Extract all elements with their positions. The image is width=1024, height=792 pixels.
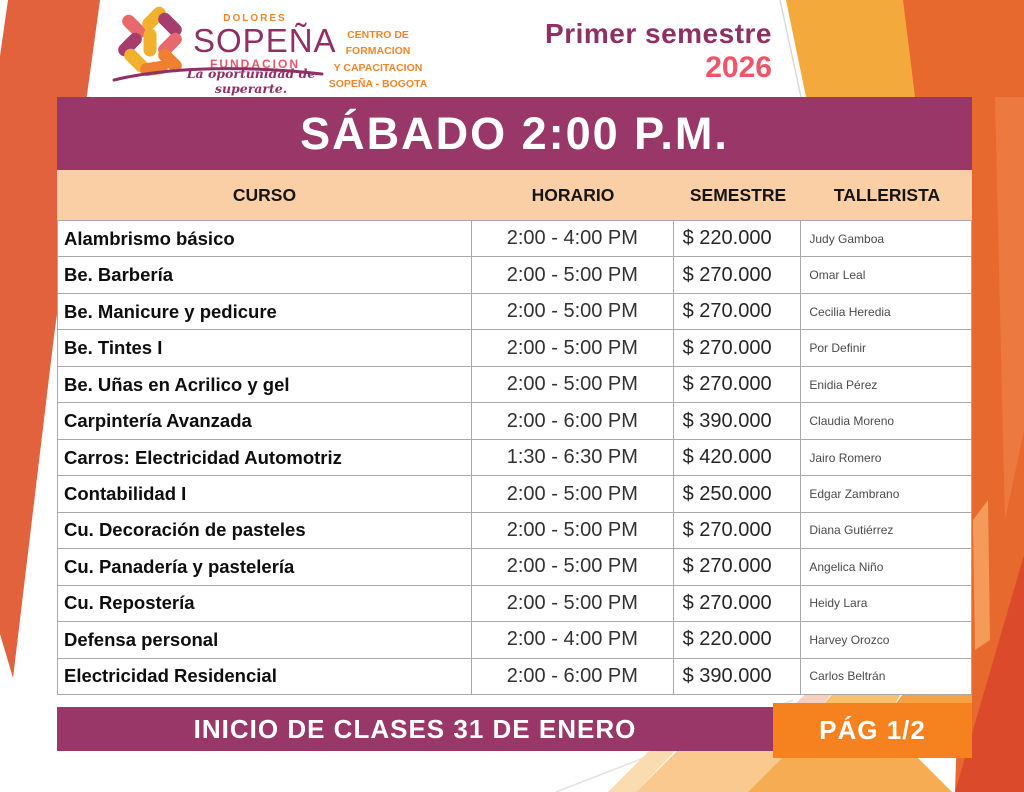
table-cell-curso: Cu. Decoración de pasteles <box>58 512 473 549</box>
center-line-3: SOPEÑA - BOGOTA <box>328 77 428 90</box>
swoosh-underline-icon <box>112 67 324 82</box>
table-row: Defensa personal 2:00 - 4:00 PM $ 220.000 H… <box>58 622 971 659</box>
table-cell-curso: Cu. Repostería <box>58 585 473 622</box>
bottom-right-red-corner <box>955 555 1024 792</box>
table-cell-semestre: $ 270.000 <box>674 585 802 622</box>
table-cell-semestre: $ 270.000 <box>674 512 802 549</box>
table-cell-curso: Contabilidad I <box>58 476 473 512</box>
page-number-badge: PÁG 1/2 <box>773 703 972 758</box>
bottom-peach-shape <box>636 746 794 792</box>
table-row: Be. Uñas en Acrilico y gel 2:00 - 5:00 PM… <box>58 366 971 404</box>
top-diagonal-line <box>779 0 802 98</box>
table-cell-tallerista: Carlos Beltrán <box>809 669 886 684</box>
table-cell-semestre: $ 250.000 <box>674 476 802 512</box>
table-cell-semestre: $ 270.000 <box>674 549 802 585</box>
table-cell-tallerista: Omar Leal <box>809 268 866 283</box>
table-cell-semestre: $ 390.000 <box>674 403 802 439</box>
table-row: Cu. Panadería y pastelería 2:00 - 5:00 PM… <box>58 549 971 586</box>
table-cell-semestre: $ 220.000 <box>674 221 802 257</box>
semester-heading: Primer semestre 2026 <box>480 18 772 85</box>
table-cell-horario: 2:00 - 5:00 PM <box>472 512 674 549</box>
table-cell-tallerista: Diana Gutiérrez <box>809 523 894 538</box>
right-orange-highlight <box>995 97 1024 520</box>
center-line-1: CENTRO DE FORMACION <box>345 29 411 58</box>
table-cell-horario: 2:00 - 6:00 PM <box>472 658 674 695</box>
table-cell-horario: 2:00 - 6:00 PM <box>472 403 674 439</box>
table-row: Carros: Electricidad Automotriz 1:30 - 6:… <box>58 439 971 477</box>
right-orange-column <box>903 0 1024 792</box>
table-row: Contabilidad I 2:00 - 5:00 PM $ 250.000 Edg… <box>58 476 971 513</box>
table-cell-semestre: $ 270.000 <box>674 330 802 366</box>
table-row: Be. Manicure y pedicure 2:00 - 5:00 PM $ 2… <box>58 293 971 331</box>
table-cell-tallerista: Jairo Romero <box>809 450 882 465</box>
table-cell-curso: Alambrismo básico <box>58 221 473 257</box>
column-header-horario: HORARIO <box>531 184 615 205</box>
table-cell-horario: 2:00 - 5:00 PM <box>472 549 674 585</box>
brand-dolores-label: DOLORES <box>223 13 287 24</box>
semester-title: Primer semestre <box>545 18 772 49</box>
table-cell-horario: 2:00 - 4:00 PM <box>472 221 674 257</box>
center-description: CENTRO DE FORMACION Y CAPACITACION SOPEÑ… <box>316 27 440 92</box>
table-cell-horario: 2:00 - 5:00 PM <box>472 293 674 330</box>
table-header-row: CURSO HORARIO SEMESTRE TALLERISTA <box>57 170 972 220</box>
table-cell-curso: Electricidad Residencial <box>58 658 473 695</box>
table-cell-horario: 2:00 - 5:00 PM <box>472 366 674 403</box>
logo-petal <box>143 28 157 57</box>
table-row: Alambrismo básico 2:00 - 4:00 PM $ 220.000… <box>58 221 971 258</box>
table-cell-semestre: $ 270.000 <box>674 257 802 293</box>
table-cell-semestre: $ 220.000 <box>674 622 802 658</box>
column-header-semestre: SEMESTRE <box>689 184 787 205</box>
top-yellow-band <box>786 0 919 97</box>
table-cell-horario: 2:00 - 5:00 PM <box>472 476 674 512</box>
semester-year: 2026 <box>705 51 772 84</box>
schedule-title-bar: SÁBADO 2:00 P.M. <box>57 97 972 170</box>
table-cell-curso: Be. Uñas en Acrilico y gel <box>58 366 473 403</box>
table-cell-horario: 2:00 - 5:00 PM <box>472 585 674 622</box>
table-cell-curso: Be. Manicure y pedicure <box>58 293 473 330</box>
table-row: Cu. Decoración de pasteles 2:00 - 5:00 PM… <box>58 512 971 550</box>
bottom-peach-light-shape <box>608 746 680 792</box>
table-cell-curso: Carpintería Avanzada <box>58 403 473 439</box>
start-date-banner: INICIO DE CLASES 31 DE ENERO <box>57 707 773 751</box>
right-peach-sliver <box>973 500 990 650</box>
center-line-2: Y CAPACITACION <box>333 61 423 74</box>
table-cell-horario: 2:00 - 5:00 PM <box>472 330 674 366</box>
table-cell-tallerista: Angelica Niño <box>809 559 884 574</box>
table-body: Alambrismo básico 2:00 - 4:00 PM $ 220.000… <box>57 220 972 695</box>
table-cell-curso: Be. Barbería <box>58 257 473 293</box>
table-cell-tallerista: Judy Gamboa <box>809 231 885 246</box>
column-header-tallerista: TALLERISTA <box>833 184 941 205</box>
table-cell-horario: 1:30 - 6:30 PM <box>472 439 674 476</box>
table-cell-curso: Carros: Electricidad Automotriz <box>58 439 473 476</box>
table-cell-tallerista: Edgar Zambrano <box>809 487 900 502</box>
table-cell-tallerista: Claudia Moreno <box>809 414 895 429</box>
table-cell-semestre: $ 270.000 <box>674 293 802 330</box>
column-header-curso: CURSO <box>232 184 297 205</box>
table-cell-curso: Defensa personal <box>58 622 473 658</box>
table-cell-horario: 2:00 - 5:00 PM <box>472 257 674 293</box>
table-cell-tallerista: Cecilia Heredia <box>809 304 891 319</box>
table-cell-tallerista: Por Definir <box>809 341 867 356</box>
brand-sopena-wordmark: SOPEÑA <box>193 22 337 59</box>
table-row: Cu. Repostería 2:00 - 5:00 PM $ 270.000 Hei… <box>58 585 971 623</box>
table-cell-semestre: $ 420.000 <box>674 439 802 476</box>
table-cell-curso: Cu. Panadería y pastelería <box>58 549 473 585</box>
table-row: Electricidad Residencial 2:00 - 6:00 PM $ … <box>58 658 971 695</box>
table-cell-tallerista: Enidia Pérez <box>809 377 878 392</box>
table-cell-semestre: $ 390.000 <box>674 658 802 695</box>
table-cell-horario: 2:00 - 4:00 PM <box>472 622 674 658</box>
table-row: Be. Barbería 2:00 - 5:00 PM $ 270.000 Omar … <box>58 257 971 294</box>
table-cell-semestre: $ 270.000 <box>674 366 802 403</box>
table-cell-curso: Be. Tintes I <box>58 330 473 366</box>
table-row: Be. Tintes I 2:00 - 5:00 PM $ 270.000 Por D… <box>58 330 971 367</box>
table-cell-tallerista: Harvey Orozco <box>809 632 890 647</box>
table-cell-tallerista: Heidy Lara <box>809 596 868 611</box>
table-row: Carpintería Avanzada 2:00 - 6:00 PM $ 390.… <box>58 403 971 440</box>
